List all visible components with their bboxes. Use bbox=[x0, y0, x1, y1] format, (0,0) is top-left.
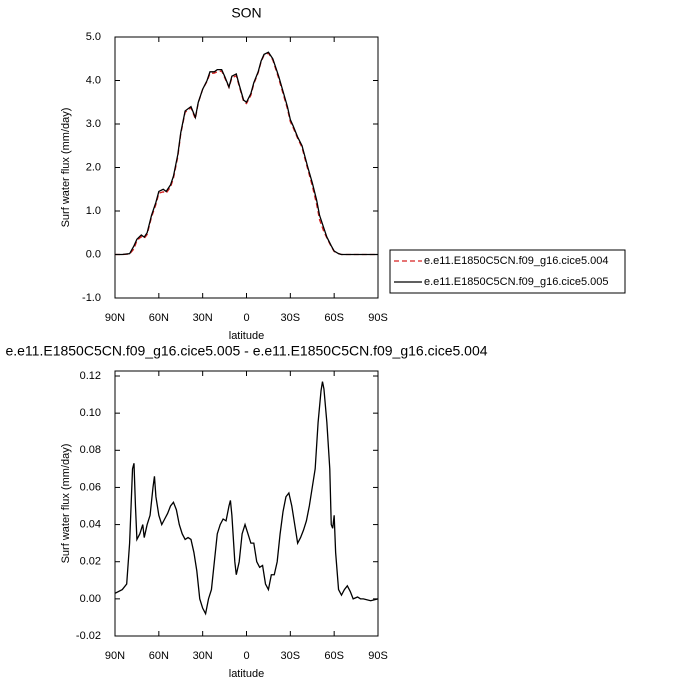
plot-frame bbox=[114, 370, 379, 637]
y-tick-label: 0.02 bbox=[80, 556, 101, 568]
x-tick-label: 30N bbox=[193, 312, 213, 324]
y-tick-label: 0.08 bbox=[80, 444, 101, 456]
chart-title: e.e11.E1850C5CN.f09_g16.cice5.005 - e.e1… bbox=[5, 343, 487, 359]
x-axis-label: latitude bbox=[229, 668, 264, 680]
x-tick-label: 30S bbox=[281, 650, 301, 662]
y-tick-label: 0.12 bbox=[80, 370, 101, 382]
y-tick-label: 0.0 bbox=[86, 248, 101, 260]
x-tick-label: 90N bbox=[105, 312, 125, 324]
data-line bbox=[115, 52, 378, 256]
x-axis-label: latitude bbox=[229, 330, 264, 342]
x-tick-label: 30N bbox=[193, 650, 213, 662]
chart-title: SON bbox=[231, 5, 261, 21]
y-tick-label: 5.0 bbox=[86, 31, 101, 43]
x-tick-label: 0 bbox=[243, 650, 249, 662]
y-axis-label: Surf water flux (mm/day) bbox=[60, 108, 72, 228]
x-tick-label: 0 bbox=[243, 312, 249, 324]
data-line bbox=[114, 381, 379, 616]
x-tick-label: 30S bbox=[281, 312, 301, 324]
x-tick-label: 60N bbox=[149, 312, 169, 324]
y-tick-label: 2.0 bbox=[86, 161, 101, 173]
x-tick-label: 60S bbox=[324, 312, 344, 324]
plot-frame bbox=[114, 36, 379, 299]
y-tick-label: 3.0 bbox=[86, 118, 101, 130]
y-axis-label: Surf water flux (mm/day) bbox=[60, 444, 72, 564]
data-line bbox=[115, 51, 378, 256]
y-tick-label: 0.04 bbox=[80, 518, 101, 530]
legend-label: e.e11.E1850C5CN.f09_g16.cice5.005 bbox=[424, 276, 609, 288]
y-tick-label: 1.0 bbox=[86, 205, 101, 217]
y-tick-label: 0.00 bbox=[80, 593, 101, 605]
x-tick-label: 90S bbox=[368, 650, 388, 662]
y-tick-label: -1.0 bbox=[82, 292, 101, 304]
x-tick-label: 60N bbox=[149, 650, 169, 662]
y-tick-label: 4.0 bbox=[86, 74, 101, 86]
x-tick-label: 90S bbox=[368, 312, 388, 324]
legend-box bbox=[389, 249, 626, 294]
x-tick-label: 60S bbox=[324, 650, 344, 662]
y-tick-label: 0.06 bbox=[80, 481, 101, 493]
y-tick-label: -0.02 bbox=[76, 630, 101, 642]
legend-label: e.e11.E1850C5CN.f09_g16.cice5.004 bbox=[424, 255, 609, 267]
x-tick-label: 90N bbox=[105, 650, 125, 662]
y-tick-label: 0.10 bbox=[80, 407, 101, 419]
